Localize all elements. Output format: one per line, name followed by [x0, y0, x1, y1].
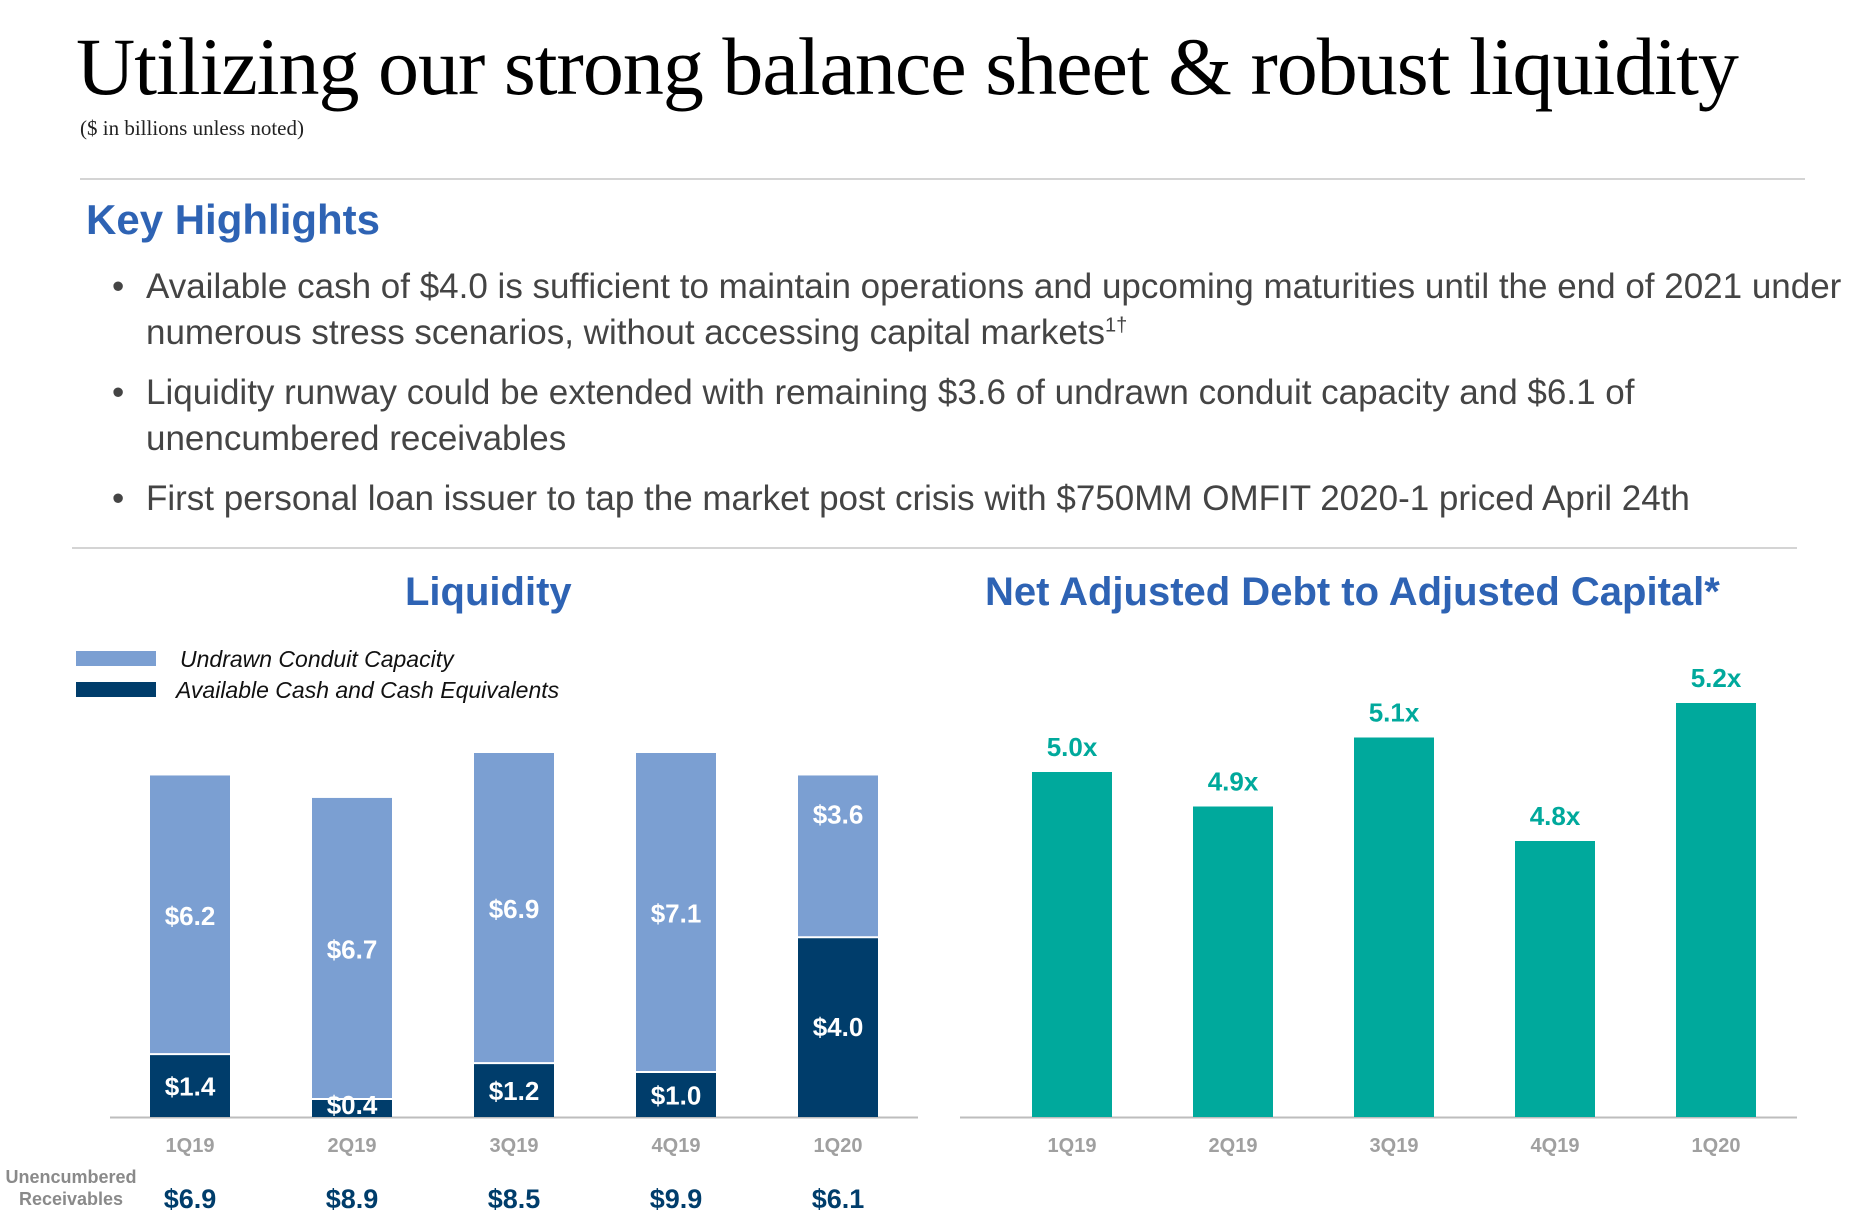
x-tick-label: 1Q20 [814, 1135, 863, 1157]
unencumbered-value: $8.5 [488, 1184, 541, 1214]
data-label-undrawn: $6.2 [165, 901, 216, 931]
bar-cash-2q19 [312, 1099, 392, 1117]
unencumbered-value: $6.1 [812, 1184, 865, 1214]
legend-swatch-cash [76, 682, 156, 697]
bar-debt-1q20 [1676, 703, 1756, 1117]
bar-debt-4q19 [1515, 841, 1595, 1117]
bar-undrawn-1q19 [150, 775, 230, 1055]
bullet-dot: • [112, 479, 125, 518]
x-tick-label: 1Q20 [1692, 1135, 1741, 1157]
x-tick-label: 3Q19 [490, 1135, 539, 1157]
bullet-dot: • [112, 373, 125, 412]
data-label-cash: $4.0 [813, 1012, 864, 1042]
bullet-dot: • [112, 267, 125, 306]
bar-debt-3q19 [1354, 737, 1434, 1117]
x-tick-label: 1Q19 [166, 1135, 215, 1157]
bullet-text: First personal loan issuer to tap the ma… [146, 479, 1690, 518]
data-label-cash: $1.2 [489, 1076, 540, 1106]
divider-middle [72, 547, 1797, 549]
unencumbered-value: $9.9 [650, 1184, 703, 1214]
liquidity-chart-title: Liquidity [405, 570, 572, 614]
legend-label-cash: Available Cash and Cash Equivalents [176, 677, 560, 703]
data-label-debt: 5.0x [1047, 732, 1098, 762]
bar-cash-1q19 [150, 1054, 230, 1117]
data-label-cash: $1.0 [651, 1081, 702, 1111]
debt-chart-title: Net Adjusted Debt to Adjusted Capital* [985, 570, 1720, 614]
bar-undrawn-2q19 [312, 797, 392, 1100]
data-label-debt: 5.2x [1691, 663, 1742, 693]
x-tick-label: 2Q19 [328, 1135, 377, 1157]
bar-undrawn-4q19 [636, 753, 716, 1073]
bar-undrawn-3q19 [474, 753, 554, 1064]
x-tick-label: 2Q19 [1209, 1135, 1258, 1157]
data-label-debt: 4.9x [1208, 767, 1259, 797]
x-tick-label: 4Q19 [652, 1135, 701, 1157]
data-label-undrawn: $6.7 [327, 934, 378, 964]
x-tick-label: 1Q19 [1048, 1135, 1097, 1157]
divider-top [80, 178, 1805, 180]
x-tick-label: 4Q19 [1531, 1135, 1580, 1157]
key-highlights-heading: Key Highlights [86, 196, 381, 243]
bar-cash-3q19 [474, 1063, 554, 1117]
data-label-undrawn: $7.1 [651, 899, 702, 929]
bullet-text: Liquidity runway could be extended with … [146, 373, 1635, 458]
data-label-cash: $0.4 [327, 1090, 378, 1120]
bar-debt-1q19 [1032, 772, 1112, 1117]
legend-swatch-undrawn [76, 651, 156, 666]
page-title: Utilizing our strong balance sheet & rob… [76, 21, 1739, 112]
footnote-mark: 1† [1105, 314, 1128, 337]
bar-debt-2q19 [1193, 806, 1273, 1117]
unencumbered-value: $8.9 [326, 1184, 379, 1214]
x-tick-label: 3Q19 [1370, 1135, 1419, 1157]
data-label-debt: 4.8x [1530, 801, 1581, 831]
bar-cash-1q20 [798, 937, 878, 1117]
bar-cash-4q19 [636, 1072, 716, 1117]
legend-label-undrawn: Undrawn Conduit Capacity [180, 646, 454, 672]
data-label-undrawn: $3.6 [813, 799, 864, 829]
data-label-cash: $1.4 [165, 1072, 216, 1102]
bar-undrawn-1q20 [798, 775, 878, 938]
unencumbered-receivables-label: Unencumbered Receivables [5, 1167, 137, 1209]
unencumbered-value: $6.9 [164, 1184, 217, 1214]
data-label-debt: 5.1x [1369, 698, 1420, 728]
units-note: ($ in billions unless noted) [80, 116, 304, 140]
data-label-undrawn: $6.9 [489, 894, 540, 924]
bullet-text: Available cash of $4.0 is sufficient to … [146, 267, 1842, 352]
